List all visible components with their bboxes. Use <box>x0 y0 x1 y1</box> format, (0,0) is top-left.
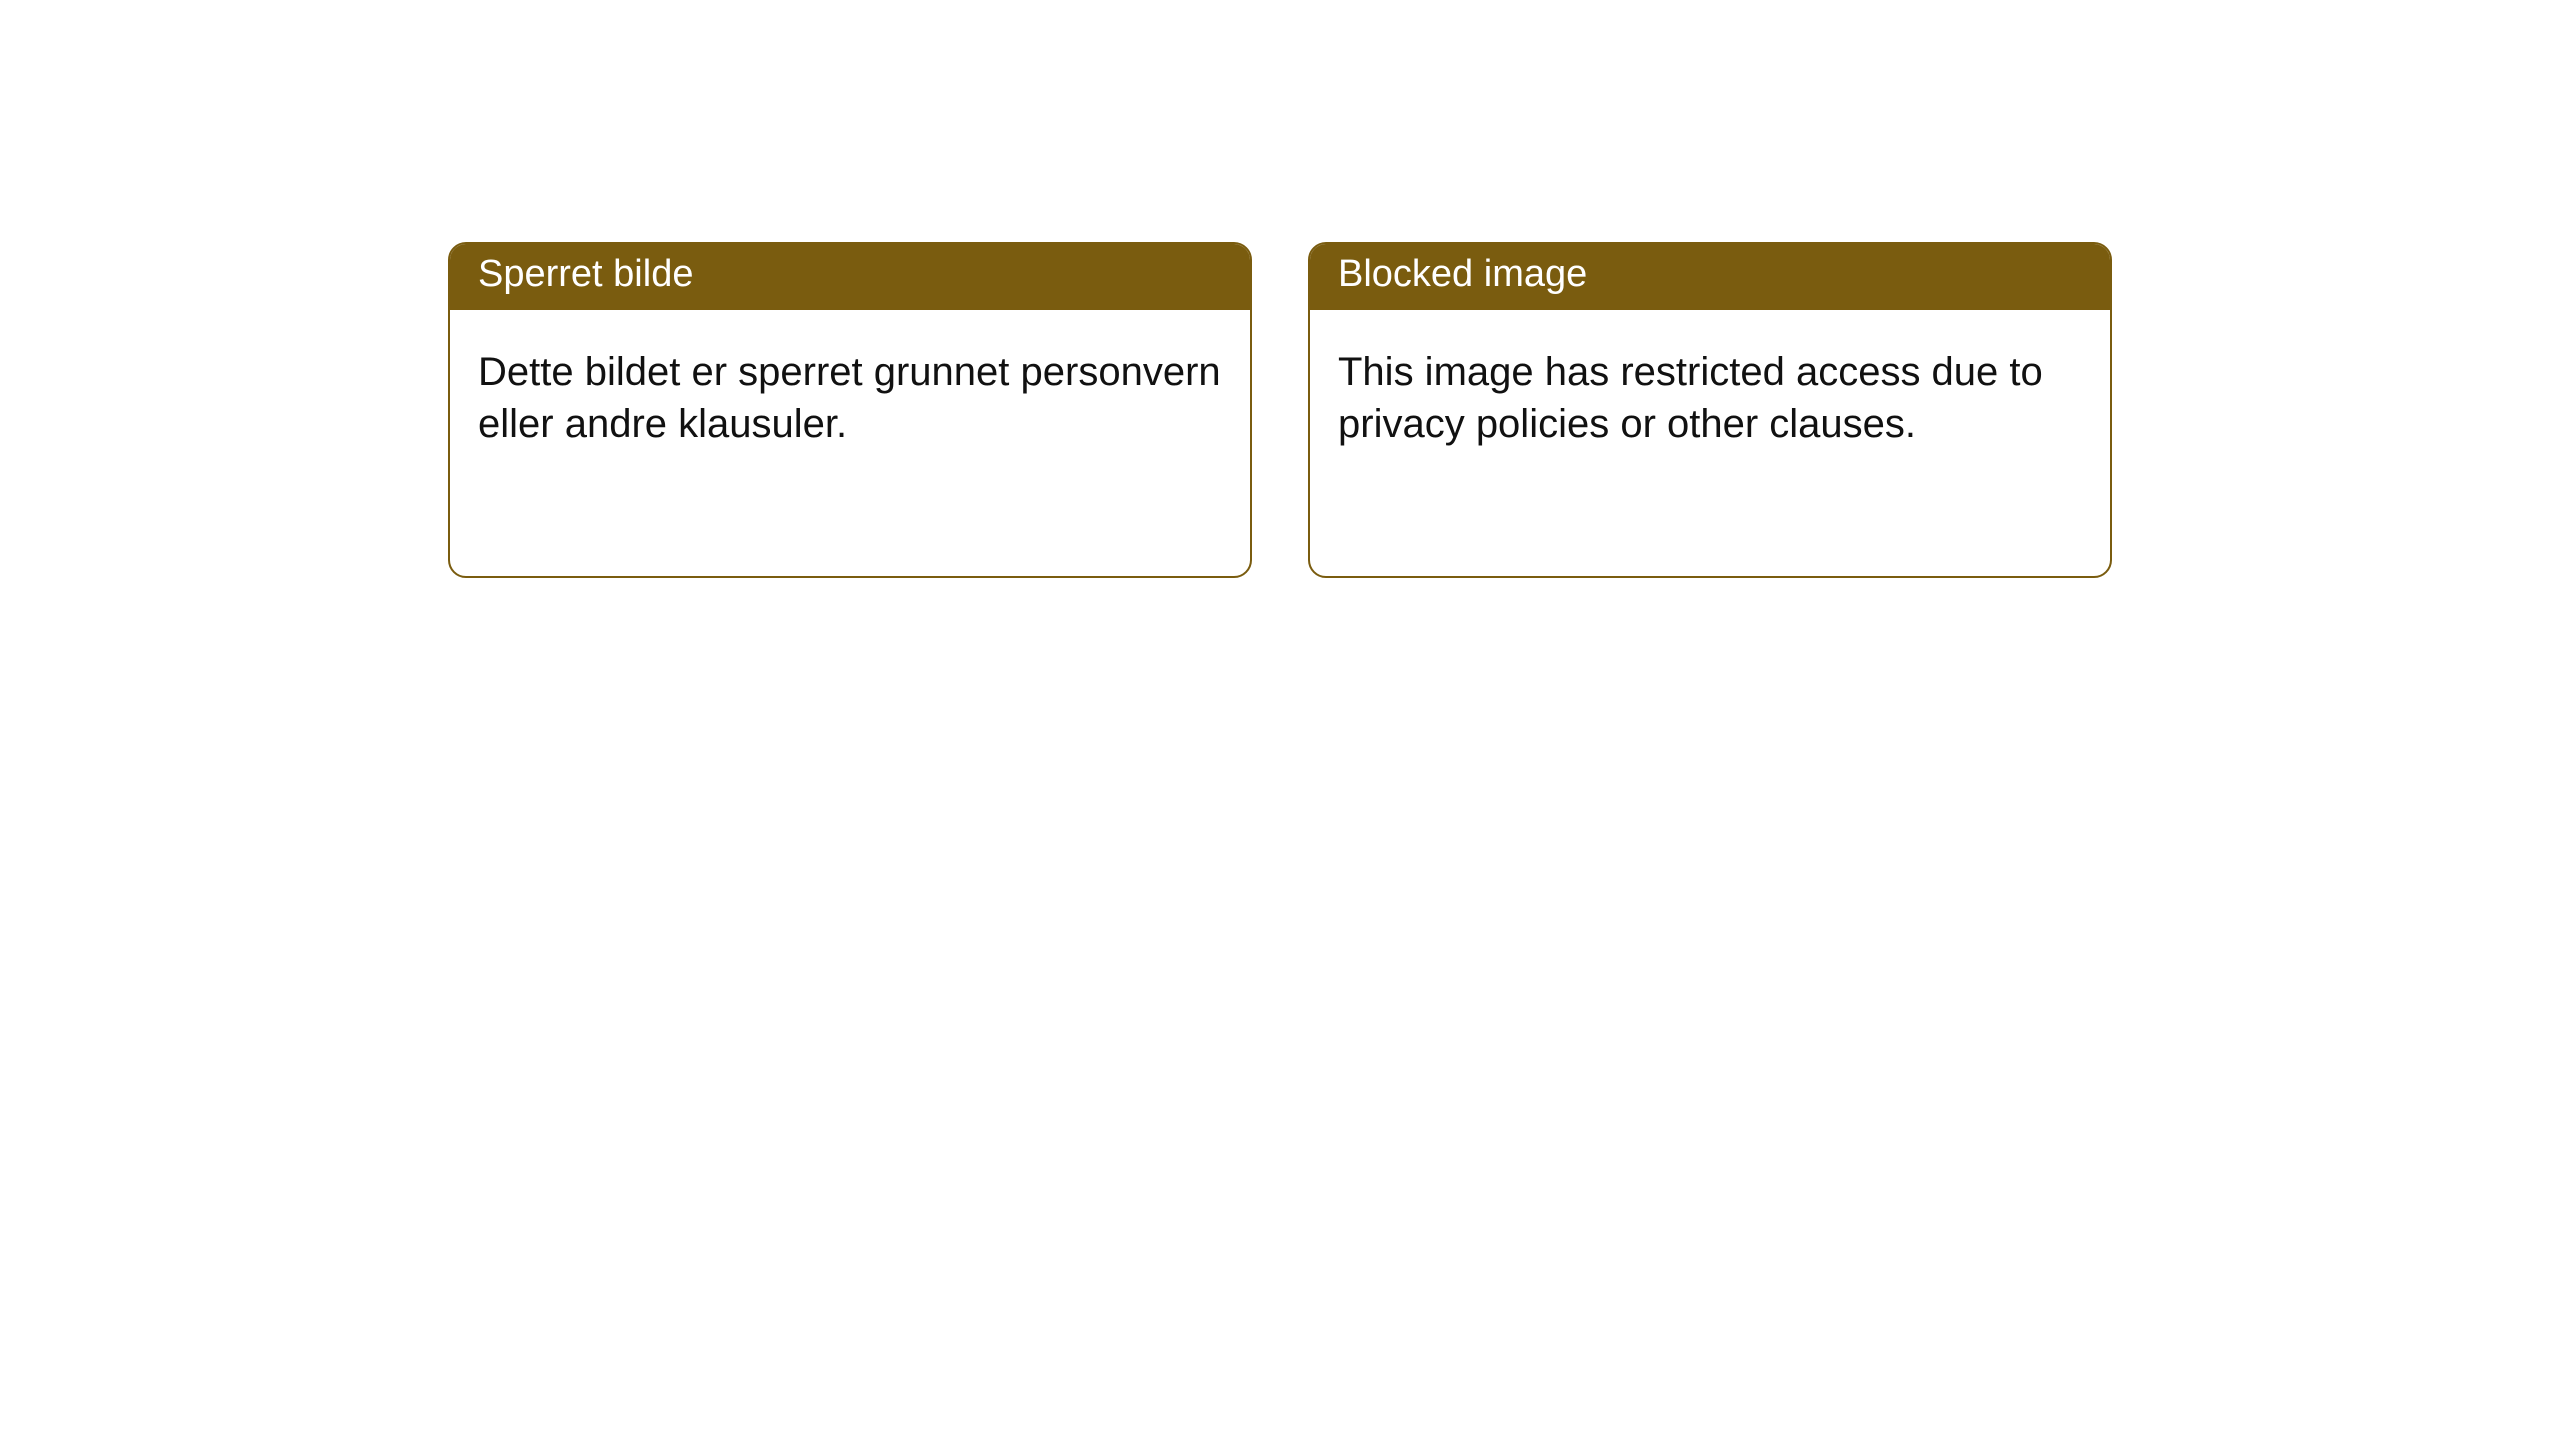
card-body: Dette bildet er sperret grunnet personve… <box>450 310 1250 478</box>
card-message: This image has restricted access due to … <box>1338 350 2043 446</box>
notice-card-norwegian: Sperret bilde Dette bildet er sperret gr… <box>448 242 1252 578</box>
card-header: Blocked image <box>1310 244 2110 310</box>
card-header: Sperret bilde <box>450 244 1250 310</box>
card-body: This image has restricted access due to … <box>1310 310 2110 478</box>
notice-container: Sperret bilde Dette bildet er sperret gr… <box>0 0 2560 578</box>
card-message: Dette bildet er sperret grunnet personve… <box>478 350 1221 446</box>
card-title: Blocked image <box>1338 253 1587 295</box>
notice-card-english: Blocked image This image has restricted … <box>1308 242 2112 578</box>
card-title: Sperret bilde <box>478 253 693 295</box>
